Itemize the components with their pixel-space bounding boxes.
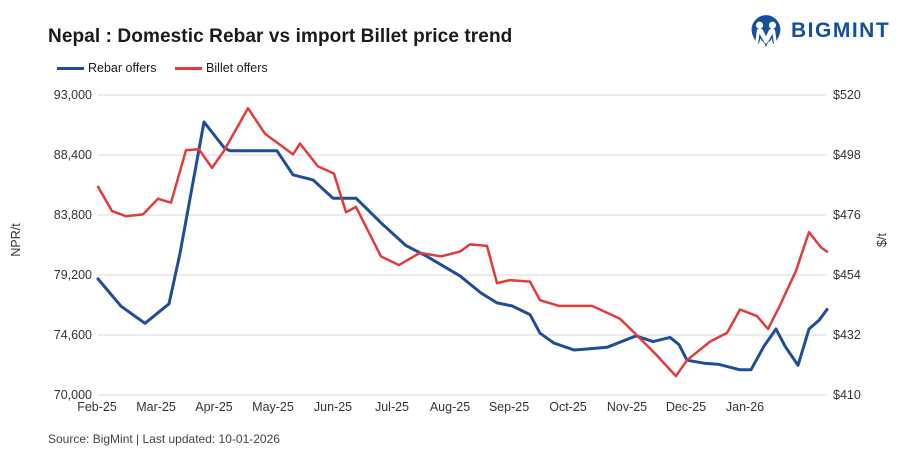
svg-text:79,200: 79,200 [54, 268, 92, 282]
svg-text:Jun-25: Jun-25 [314, 400, 352, 414]
svg-text:May-25: May-25 [252, 400, 294, 414]
svg-text:88,400: 88,400 [54, 148, 92, 162]
svg-text:Aug-25: Aug-25 [430, 400, 470, 414]
svg-text:$/t: $/t [875, 233, 889, 247]
svg-text:83,800: 83,800 [54, 208, 92, 222]
svg-text:93,000: 93,000 [54, 88, 92, 102]
svg-text:Jul-25: Jul-25 [375, 400, 409, 414]
svg-text:74,600: 74,600 [54, 328, 92, 342]
svg-text:Oct-25: Oct-25 [549, 400, 587, 414]
svg-text:Jan-26: Jan-26 [726, 400, 764, 414]
svg-text:NPR/t: NPR/t [9, 223, 23, 257]
svg-text:$454: $454 [833, 268, 861, 282]
svg-text:Dec-25: Dec-25 [666, 400, 706, 414]
svg-text:Feb-25: Feb-25 [77, 400, 117, 414]
svg-text:Mar-25: Mar-25 [136, 400, 176, 414]
svg-text:$432: $432 [833, 328, 861, 342]
svg-text:Sep-25: Sep-25 [489, 400, 529, 414]
svg-text:$476: $476 [833, 208, 861, 222]
svg-text:$498: $498 [833, 148, 861, 162]
svg-text:$520: $520 [833, 88, 861, 102]
svg-text:$410: $410 [833, 388, 861, 402]
svg-text:Apr-25: Apr-25 [195, 400, 233, 414]
svg-text:Nov-25: Nov-25 [607, 400, 647, 414]
